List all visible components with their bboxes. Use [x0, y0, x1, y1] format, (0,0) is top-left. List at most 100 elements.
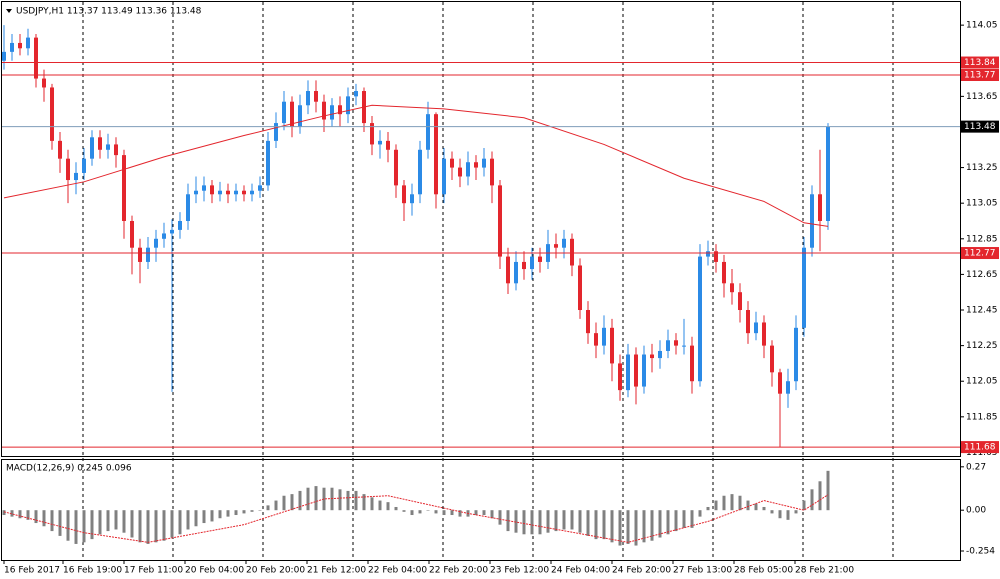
macd-signal — [3, 494, 829, 543]
chart-title: USDJPY,H1 113.37 113.49 113.36 113.48 — [16, 7, 202, 17]
macd-bar — [802, 500, 806, 511]
candle-body — [474, 162, 478, 168]
candle-body — [330, 105, 334, 120]
candle-body — [794, 327, 798, 382]
macd-bar — [362, 494, 366, 511]
macd-tick-label: -0.254 — [966, 547, 995, 557]
candle-body — [426, 114, 430, 150]
x-tick-label: 24 Feb 20:00 — [612, 566, 671, 576]
macd-bar — [794, 510, 798, 514]
macd-bar — [770, 510, 774, 514]
candle-body — [714, 251, 718, 262]
macd-bar — [138, 510, 142, 543]
macd-bar — [378, 500, 382, 511]
macd-bar — [786, 510, 790, 520]
candle-body — [266, 140, 270, 186]
candle-body — [58, 140, 62, 159]
candle-body — [234, 190, 238, 195]
candle-body — [586, 310, 590, 334]
candle-body — [154, 238, 158, 248]
macd-bar — [482, 510, 486, 516]
macd-bar — [338, 489, 342, 511]
candle-body — [762, 322, 766, 346]
candle-body — [210, 185, 214, 195]
macd-bar — [426, 510, 430, 511]
macd-bar — [594, 510, 598, 540]
macd-bar — [570, 510, 574, 530]
macd-bar — [674, 510, 678, 532]
moving-average — [3, 104, 829, 227]
candle-body — [90, 137, 94, 159]
macd-bar — [458, 510, 462, 517]
candle-body — [306, 91, 310, 106]
candle-body — [770, 345, 774, 373]
candle-body — [10, 42, 14, 52]
candle-body — [66, 158, 70, 181]
macd-bar — [306, 487, 310, 511]
macd-bar — [410, 510, 414, 516]
x-tick-label: 28 Feb 21:00 — [795, 566, 854, 576]
candle-body — [354, 91, 358, 97]
candle-body — [122, 155, 126, 221]
candle-body — [2, 51, 6, 61]
candle-body — [34, 37, 38, 79]
macd-bar — [714, 500, 718, 511]
macd-bar — [250, 510, 254, 512]
candle-body — [26, 37, 30, 49]
candle-body — [410, 194, 414, 204]
macd-bar — [98, 510, 102, 535]
macd-bar — [722, 495, 726, 511]
level-tag — [961, 56, 999, 69]
macd-bar — [658, 510, 662, 538]
candle-body — [314, 91, 318, 102]
candle-body — [450, 158, 454, 168]
candle-body — [530, 256, 534, 270]
candle-body — [74, 172, 78, 181]
macd-bar — [274, 500, 278, 511]
macd-bar — [474, 510, 478, 516]
candle-body — [258, 185, 262, 191]
candle-body — [778, 372, 782, 394]
candle-body — [562, 238, 566, 248]
macd-bar — [450, 510, 454, 516]
macd-bar — [234, 510, 238, 516]
candle-body — [690, 345, 694, 382]
macd-bar — [754, 503, 758, 511]
macd-bar — [642, 510, 646, 543]
macd-bar — [66, 510, 70, 541]
candle-body — [346, 96, 350, 115]
candle-body — [818, 194, 822, 221]
candle-body — [146, 247, 150, 262]
macd-bar — [402, 510, 406, 512]
macd-bar — [178, 510, 182, 535]
macd-bar — [586, 510, 590, 536]
macd-bar — [298, 490, 302, 511]
macd-bar — [530, 510, 534, 535]
candle-body — [738, 292, 742, 311]
candle-body — [610, 327, 614, 364]
x-tick-label: 16 Feb 19:00 — [63, 566, 122, 576]
candle-body — [490, 158, 494, 186]
candle-body — [82, 158, 86, 173]
candle-body — [106, 144, 110, 150]
macd-bar — [106, 510, 110, 532]
macd-bar — [650, 510, 654, 541]
macd-bar — [114, 510, 118, 530]
candle-body — [290, 101, 294, 127]
candle-body — [282, 101, 286, 124]
macd-bar — [2, 510, 6, 516]
x-tick-label: 23 Feb 12:00 — [490, 566, 549, 576]
macd-bar — [810, 489, 814, 511]
candle-body — [658, 350, 662, 359]
macd-bar — [26, 510, 30, 520]
candle-body — [298, 105, 302, 127]
level-tag — [961, 441, 999, 454]
macd-bar — [434, 510, 438, 514]
candle-body — [682, 345, 686, 347]
candle-body — [554, 244, 558, 248]
candle-body — [386, 140, 390, 150]
x-tick-label: 16 Feb 2017 — [4, 566, 60, 576]
macd-bar — [666, 510, 670, 535]
